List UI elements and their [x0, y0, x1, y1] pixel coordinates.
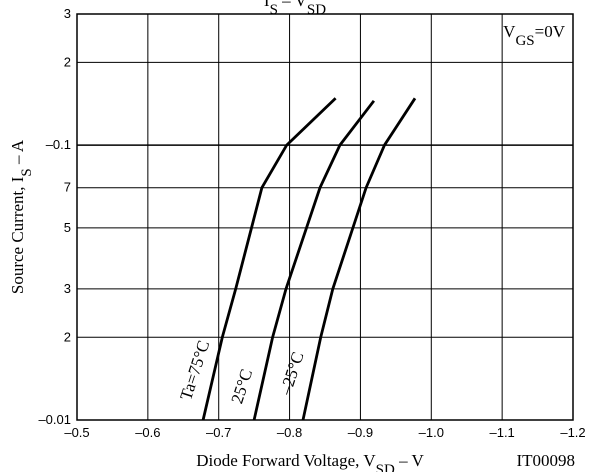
annotation-part: V — [503, 22, 516, 41]
y-tick-label: 7 — [64, 180, 71, 195]
x-tick-label: –1.2 — [560, 425, 585, 440]
curve — [252, 99, 376, 421]
plot-frame — [76, 13, 574, 421]
series-label: –25°C — [276, 350, 308, 398]
figure-code: IT00098 — [516, 451, 575, 470]
x-axis-label-part: Diode Forward Voltage, V — [196, 451, 376, 470]
x-axis-label: Diode Forward Voltage, VSD – V — [196, 451, 424, 472]
y-axis-label: Source Current, IS – A — [8, 139, 35, 294]
y-tick-label: 3 — [64, 6, 71, 21]
y-tick-label: 2 — [64, 54, 71, 69]
annotation-part: GS — [515, 33, 534, 49]
x-axis-label-part: SD — [376, 462, 395, 472]
x-tick-label: –0.5 — [64, 425, 89, 440]
chart-title-part: – V — [278, 0, 308, 10]
y-axis-label-part: Source Current, I — [8, 176, 27, 294]
chart-title-part: I — [264, 0, 270, 10]
y-tick-label: 3 — [64, 281, 71, 296]
x-axis-label-part: – V — [395, 451, 425, 470]
annotation-part: =0V — [535, 22, 566, 41]
annotation: VGS=0V — [503, 22, 566, 49]
chart-title-part: S — [270, 2, 278, 18]
y-axis-label-part: – A — [8, 139, 27, 168]
x-tick-label: –0.7 — [206, 425, 231, 440]
curve — [201, 97, 337, 421]
series-label: 25°C — [227, 367, 256, 406]
y-axis-label-part: S — [19, 168, 35, 176]
series-label: Ta=75°C — [176, 338, 213, 402]
x-tick-label: –0.8 — [277, 425, 302, 440]
curve — [301, 97, 417, 421]
y-tick-label: –0.01 — [38, 412, 71, 427]
x-tick-label: –0.6 — [135, 425, 160, 440]
y-tick-label: 2 — [64, 329, 71, 344]
chart-title: IS – VSD — [264, 0, 326, 18]
x-tick-label: –1.1 — [489, 425, 514, 440]
x-tick-label: –0.9 — [348, 425, 373, 440]
y-tick-label: 5 — [64, 220, 71, 235]
x-tick-label: –1.0 — [419, 425, 444, 440]
y-tick-label: –0.1 — [46, 137, 71, 152]
chart-title-part: SD — [307, 2, 326, 18]
